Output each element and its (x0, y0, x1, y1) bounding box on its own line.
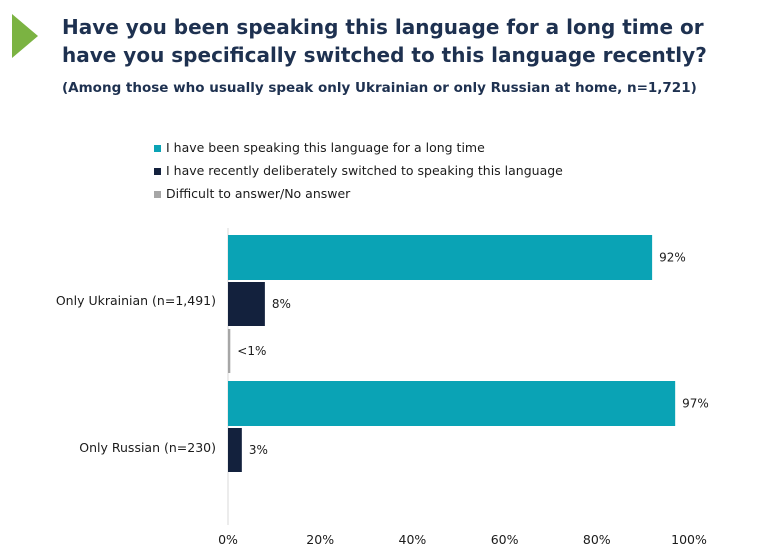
legend: I have been speaking this language for a… (154, 140, 563, 201)
data-label: 92% (659, 251, 686, 265)
bar (228, 329, 231, 373)
bar (228, 282, 265, 326)
legend-label: I have recently deliberately switched to… (166, 163, 563, 178)
x-tick-label: 20% (306, 532, 334, 547)
legend-label: I have been speaking this language for a… (166, 140, 485, 155)
x-tick-label: 40% (399, 532, 427, 547)
legend-swatch (154, 145, 161, 152)
bar (228, 235, 653, 280)
bar (228, 381, 676, 426)
accent-arrow-icon (12, 14, 38, 58)
legend-swatch (154, 191, 161, 198)
data-label: 97% (682, 397, 709, 411)
chart-title-line2: have you specifically switched to this l… (62, 43, 707, 67)
chart-title-line1: Have you been speaking this language for… (62, 15, 704, 39)
x-tick-label: 60% (491, 532, 519, 547)
category-label: Only Ukrainian (n=1,491) (56, 293, 216, 308)
plot-area: Only Ukrainian (n=1,491) 92% 8% <1% Only Rus… (56, 228, 709, 547)
legend-swatch (154, 168, 161, 175)
x-tick-label: 80% (583, 532, 611, 547)
data-label: 8% (272, 297, 291, 311)
x-tick-label: 0% (218, 532, 238, 547)
data-label: <1% (237, 344, 266, 358)
bar (228, 428, 242, 472)
legend-label: Difficult to answer/No answer (166, 186, 351, 201)
x-tick-label: 100% (671, 532, 707, 547)
data-label: 3% (249, 443, 268, 457)
chart-subtitle: (Among those who usually speak only Ukra… (62, 80, 697, 96)
category-label: Only Russian (n=230) (79, 440, 216, 455)
